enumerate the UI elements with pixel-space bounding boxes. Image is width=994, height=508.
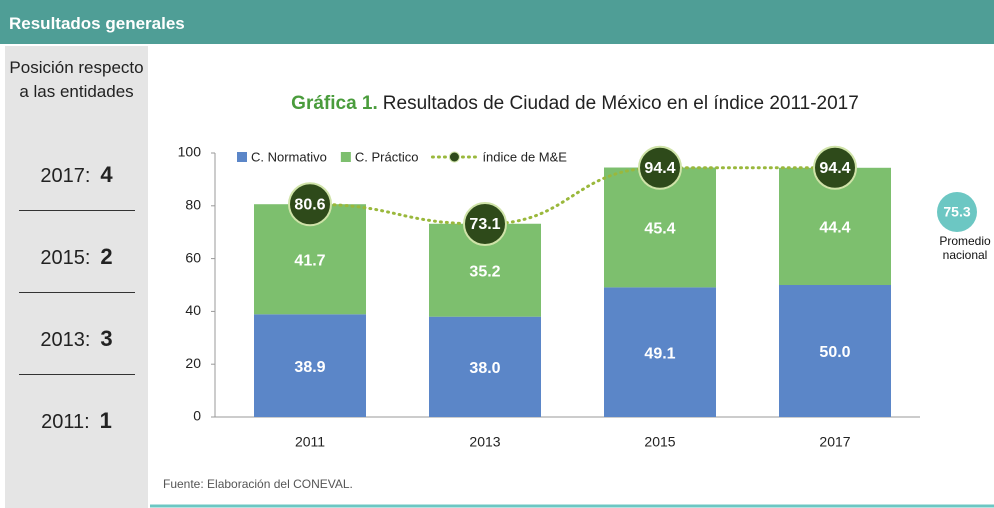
ranking-value: 2 [100, 244, 113, 269]
average-label-box: Promedio nacional [920, 234, 994, 262]
legend-marker [448, 151, 460, 163]
x-tick-label: 2015 [644, 434, 675, 450]
bar-segment [779, 285, 891, 417]
ranking-year: 2015: [40, 247, 91, 269]
ranking: 2017: 4 [5, 162, 148, 188]
ranking-year: 2011: [41, 411, 90, 433]
bar-segment [604, 287, 716, 417]
x-tick-label: 2013 [469, 434, 500, 450]
data-label: 38.9 [294, 359, 325, 376]
line-label: 94.4 [644, 160, 675, 177]
ranking-value: 3 [100, 326, 113, 351]
line-label: 80.6 [294, 196, 325, 213]
line-marker [463, 202, 507, 247]
side-panel: Posición respecto a las entidades 2017: 4… [5, 46, 148, 508]
data-label: 45.4 [644, 221, 675, 238]
data-label: 35.2 [469, 263, 500, 280]
bar-segment [254, 314, 366, 417]
y-tick-label: 80 [185, 197, 201, 213]
ranking-year: 2017: [40, 165, 91, 187]
ranking: 2011: 1 [5, 408, 148, 434]
separator [19, 292, 135, 293]
data-label: 50.0 [819, 344, 850, 361]
separator [19, 374, 135, 375]
legend-label: C. Normativo [251, 149, 327, 164]
line [308, 166, 837, 226]
line-label: 73.1 [469, 216, 500, 233]
chart-title-text: Resultados de Ciudad de México en el índ… [383, 93, 859, 114]
chart-title: Gráfica 1. Resultados de Ciudad de México… [291, 93, 859, 114]
data-label: 44.4 [819, 220, 850, 237]
ranking-value: 4 [100, 162, 113, 187]
side-title: Posición respecto a las entidades [9, 58, 144, 101]
legend-swatch [237, 152, 247, 162]
ranking: 2015: 2 [5, 244, 148, 270]
bar-segment [429, 316, 541, 417]
ranking: 2013: 3 [5, 326, 148, 352]
header: Resultados generales [0, 0, 994, 44]
data-label: 49.1 [644, 345, 675, 362]
average-label: Promedio nacional [939, 234, 991, 262]
y-tick-label: 0 [193, 408, 201, 424]
source: Fuente: Elaboración del CONEVAL. [163, 477, 353, 491]
average-marker [937, 192, 977, 232]
separator [19, 210, 135, 211]
y-tick-label: 40 [185, 302, 201, 318]
legend-label: C. Práctico [355, 149, 419, 164]
average-value: 75.3 [943, 204, 970, 220]
y-tick-label: 60 [185, 249, 201, 265]
data-label: 41.7 [294, 252, 325, 269]
ranking-year: 2013: [40, 329, 91, 351]
line-marker [638, 145, 682, 190]
line-marker [288, 182, 332, 227]
line-marker [813, 145, 857, 190]
legend-swatch [340, 152, 351, 162]
x-tick-label: 2017 [819, 434, 850, 450]
chart-title-label: Gráfica 1. [291, 93, 378, 114]
line-label: 94.4 [819, 160, 850, 177]
legend-label: índice de M&E [482, 149, 567, 164]
x-tick-label: 2011 [295, 434, 325, 450]
ranking-value: 1 [99, 408, 112, 433]
y-tick-label: 20 [185, 355, 201, 371]
data-label: 38.0 [469, 360, 500, 377]
y-tick-label: 100 [178, 144, 202, 160]
